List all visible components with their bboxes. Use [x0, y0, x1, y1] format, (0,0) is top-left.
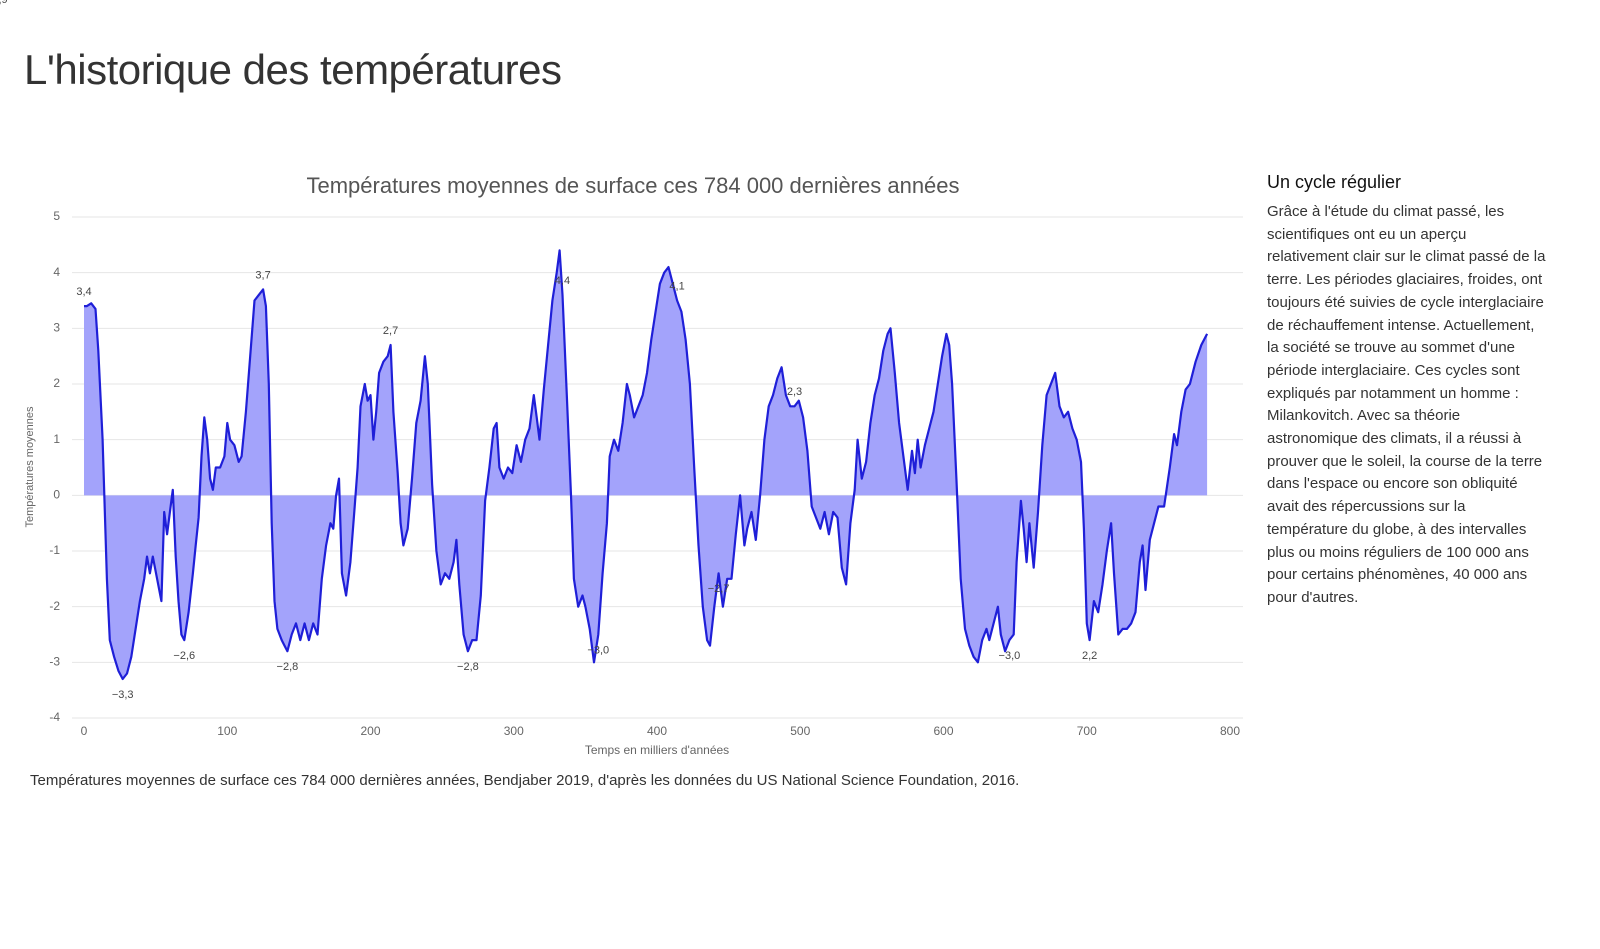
- y-tick-label: 5: [53, 209, 60, 223]
- sidebar: Un cycle régulier Grâce à l'étude du cli…: [1267, 172, 1547, 610]
- data-label: 3,7: [255, 269, 270, 281]
- data-label: −3,0: [587, 644, 609, 656]
- y-tick-label: 0: [53, 488, 60, 502]
- chart: Températures moyennes de surface ces 784…: [0, 0, 1243, 757]
- data-label: −2,7: [708, 583, 730, 595]
- area: [84, 250, 1208, 679]
- y-tick-label: -4: [49, 710, 60, 724]
- y-tick-label: -2: [49, 599, 60, 613]
- caption: Températures moyennes de surface ces 784…: [30, 772, 1020, 789]
- x-axis-label: Temps en milliers d'années: [585, 743, 729, 757]
- x-tick-label: 700: [1077, 724, 1097, 738]
- y-tick-label: 2: [53, 376, 60, 390]
- data-label: 2,7: [383, 325, 398, 337]
- y-tick-label: -1: [49, 543, 60, 557]
- page-title: L'historique des températures: [24, 46, 562, 93]
- data-label: 2,2: [1082, 650, 1097, 662]
- data-label: −3,3: [112, 689, 134, 701]
- data-label: −2,8: [457, 661, 479, 673]
- y-tick-label: -3: [49, 655, 60, 669]
- data-label: −2,6: [173, 650, 195, 662]
- data-label: −3,0: [999, 650, 1021, 662]
- x-tick-label: 400: [647, 724, 667, 738]
- x-tick-label: 100: [217, 724, 237, 738]
- x-tick-label: 200: [360, 724, 380, 738]
- y-tick-label: 3: [53, 321, 60, 335]
- y-tick-label: 4: [53, 265, 60, 279]
- sidebar-heading: Un cycle régulier: [1267, 172, 1402, 192]
- data-label: 2,9: [0, 0, 8, 6]
- y-axis-label: Températures moyennes: [24, 406, 36, 528]
- x-tick-label: 600: [933, 724, 953, 738]
- data-label: 4,1: [669, 280, 684, 292]
- chart-title: Températures moyennes de surface ces 784…: [306, 173, 959, 198]
- line: [84, 249, 1209, 681]
- x-tick-label: 0: [81, 724, 88, 738]
- x-tick-label: 300: [504, 724, 524, 738]
- data-label: −2,8: [277, 661, 299, 673]
- data-label: 3,4: [76, 286, 91, 298]
- y-tick-label: 1: [53, 432, 60, 446]
- data-label: 4,4: [555, 275, 570, 287]
- x-tick-label: 800: [1220, 724, 1240, 738]
- sidebar-text: Grâce à l'étude du climat passé, les sci…: [1267, 203, 1546, 606]
- data-label: 2,3: [787, 386, 802, 398]
- x-tick-label: 500: [790, 724, 810, 738]
